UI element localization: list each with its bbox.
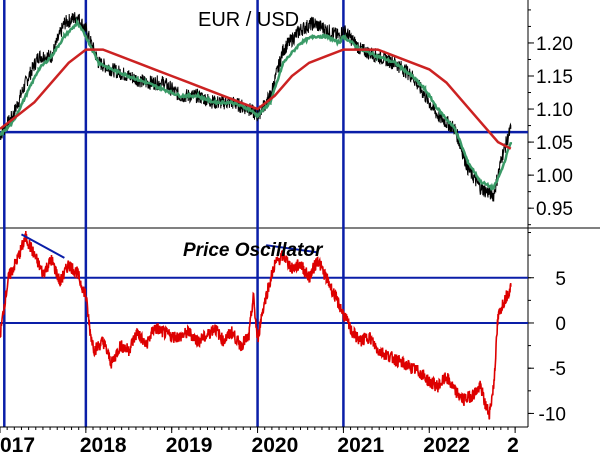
long-ma-line xyxy=(0,48,512,150)
x-tick-label: 017 xyxy=(0,434,35,457)
oscillator-trend-line xyxy=(266,244,318,254)
oscillator-panel: 5 0 -5 -10 xyxy=(0,230,566,425)
y-tick-label: 0.95 xyxy=(536,199,573,220)
x-tick-label: 2022 xyxy=(423,434,470,457)
chart-title: EUR / USD xyxy=(198,9,299,31)
oscillator-trend-line xyxy=(20,233,65,259)
y-tick-label: 1.15 xyxy=(536,67,573,88)
x-tick-label: 2019 xyxy=(166,434,213,457)
price-panel: 1.20 1.15 1.10 1.05 1.00 0.95 xyxy=(0,0,600,427)
x-tick-label: 2018 xyxy=(80,434,127,457)
y-tick-label: 1.05 xyxy=(536,133,573,154)
x-tick-label: 2 xyxy=(507,434,519,457)
oscillator-title: Price Oscillator xyxy=(183,240,324,261)
y-tick-label: 1.20 xyxy=(536,34,573,55)
x-axis: 017 2018 2019 2020 2021 2022 2 xyxy=(0,426,528,457)
price-series-line xyxy=(0,12,512,202)
x-tick-label: 2021 xyxy=(337,434,384,457)
oscillator-line xyxy=(0,230,512,420)
osc-tick-label: -5 xyxy=(549,359,566,380)
osc-tick-label: -10 xyxy=(539,404,566,425)
osc-tick-label: 0 xyxy=(555,314,566,335)
y-tick-label: 1.10 xyxy=(536,100,573,121)
osc-tick-label: 5 xyxy=(555,269,566,290)
x-tick-label: 2020 xyxy=(252,434,299,457)
y-tick-label: 1.00 xyxy=(536,166,573,187)
short-ma-line xyxy=(0,17,513,192)
